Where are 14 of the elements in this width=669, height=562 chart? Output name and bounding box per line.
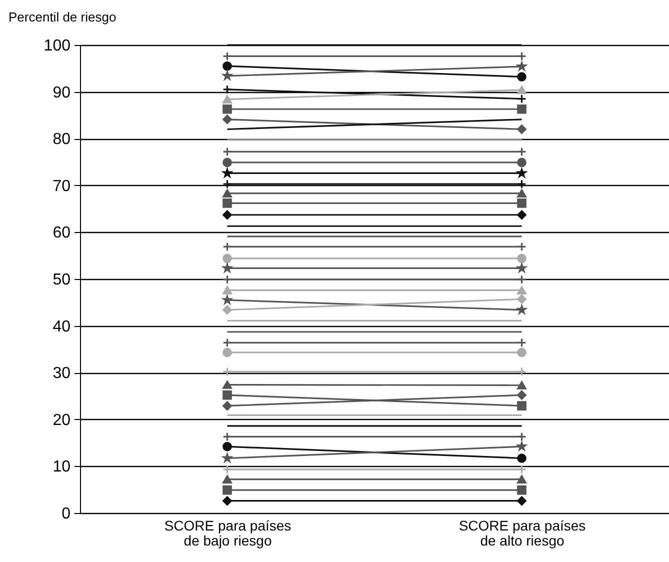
y-tick-label: 0 xyxy=(62,506,71,522)
y-tick-label: 60 xyxy=(52,224,71,242)
y-tick-label: 30 xyxy=(52,365,71,382)
y-tick-label: 20 xyxy=(52,412,71,429)
y-tick-label: 10 xyxy=(52,458,71,476)
y-axis-title: Percentil de riesgo xyxy=(8,10,116,24)
x-tick-label: SCORE para países de alto riesgo xyxy=(458,518,586,548)
y-tick-label: 50 xyxy=(52,272,71,288)
y-tick-label: 80 xyxy=(52,131,71,148)
x-tick-label: SCORE para países de bajo riesgo xyxy=(164,518,292,548)
y-tick-label: 100 xyxy=(44,38,71,54)
y-tick-label: 90 xyxy=(52,84,71,102)
y-tick-label: 40 xyxy=(52,318,71,336)
y-tick-label: 70 xyxy=(52,178,71,195)
